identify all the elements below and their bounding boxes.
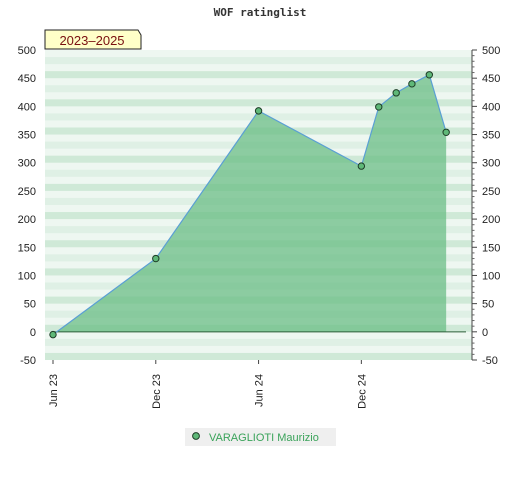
y-tick-label-right: 200	[482, 214, 500, 226]
y-tick-label-left: 0	[30, 327, 36, 339]
y-tick-label-left: 50	[24, 299, 36, 311]
series-markers	[49, 71, 450, 339]
legend-series-label: VARAGLIOTI Maurizio	[209, 432, 319, 444]
y-tick-label-right: 100	[482, 270, 500, 282]
grid-band	[45, 85, 472, 93]
y-tick-label-left: 100	[18, 270, 36, 282]
grid-band	[45, 338, 472, 346]
y-tick-label-left: 500	[18, 45, 36, 57]
period-badge: 2023–2025	[44, 29, 142, 50]
y-tick-label-right: 350	[482, 130, 500, 142]
y-tick-label-left: 350	[18, 130, 36, 142]
data-point	[357, 162, 366, 170]
data-point	[442, 128, 450, 136]
y-tick-label-right: 450	[482, 73, 500, 85]
x-tick-label: Dec 24	[356, 374, 368, 409]
grid-band	[45, 57, 472, 65]
y-tick-label-left: 400	[18, 101, 36, 113]
legend: VARAGLIOTI Maurizio	[185, 428, 336, 446]
data-point	[375, 103, 383, 111]
data-point	[408, 80, 416, 88]
chart-title: WOF ratinglist	[214, 6, 307, 19]
series-area-fill	[53, 74, 447, 335]
grid-band	[45, 71, 472, 79]
period-badge-label: 2023–2025	[59, 33, 124, 48]
axes: -50 -50 0 0 50 50 100 100 150 150 200 200 250 250 300 3…	[18, 45, 501, 409]
grid-band	[45, 352, 472, 360]
y-tick-label-right: -50	[482, 355, 498, 367]
y-tick-label-right: 150	[482, 242, 500, 254]
legend-marker-icon	[192, 432, 200, 440]
y-tick-label-right: 500	[482, 45, 500, 57]
period-badge-box	[44, 29, 142, 50]
y-tick-label-left: 250	[18, 186, 36, 198]
data-point	[49, 330, 57, 339]
y-tick-label-right: 300	[482, 158, 500, 170]
grid-band	[45, 99, 472, 107]
y-tick-label-right: 50	[482, 299, 494, 311]
y-tick-label-right: 400	[482, 101, 500, 113]
data-point	[254, 107, 263, 115]
y-tick-label-left: 450	[18, 73, 36, 85]
x-tick-label: Jun 24	[254, 374, 266, 407]
y-tick-label-left: 150	[18, 242, 36, 254]
y-tick-label-right: 0	[482, 327, 488, 339]
y-tick-label-left: -50	[20, 355, 36, 367]
x-tick-label: Jun 23	[48, 374, 60, 407]
y-tick-label-left: 300	[18, 158, 36, 170]
y-tick-label-left: 200	[18, 214, 36, 226]
data-point	[152, 254, 160, 263]
x-tick-label: Dec 23	[151, 374, 163, 409]
y-tick-label-right: 250	[482, 186, 500, 198]
legend-box	[185, 428, 336, 446]
data-point	[392, 89, 400, 97]
data-point	[425, 71, 434, 79]
